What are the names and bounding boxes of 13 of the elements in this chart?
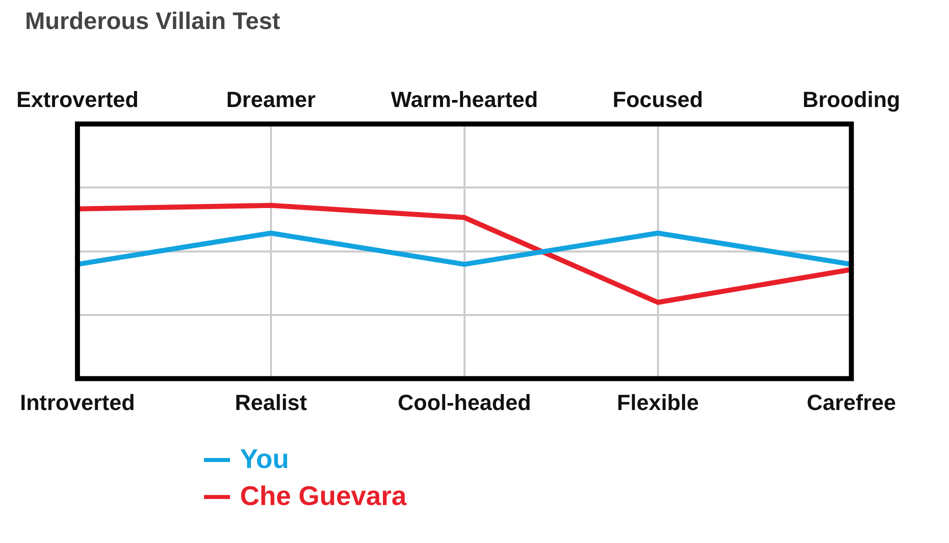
text: Focused bbox=[612, 87, 704, 112]
text: Extroverted bbox=[16, 87, 139, 112]
x-tick-label: Carefree bbox=[806, 390, 896, 415]
x-tick-label: Introverted bbox=[20, 390, 135, 415]
text: Warm-hearted bbox=[390, 87, 538, 112]
x-tick-label: Flexible bbox=[616, 390, 699, 415]
x-tick-label: Cool-headed bbox=[398, 390, 532, 415]
legend-label: You bbox=[240, 444, 289, 475]
chart-title: Murderous Villain Test bbox=[25, 8, 282, 37]
text: Dreamer bbox=[226, 87, 316, 112]
x-tick-label: Realist bbox=[234, 390, 308, 415]
text: Brooding bbox=[802, 87, 900, 112]
legend-label: Che Guevara bbox=[240, 481, 407, 512]
